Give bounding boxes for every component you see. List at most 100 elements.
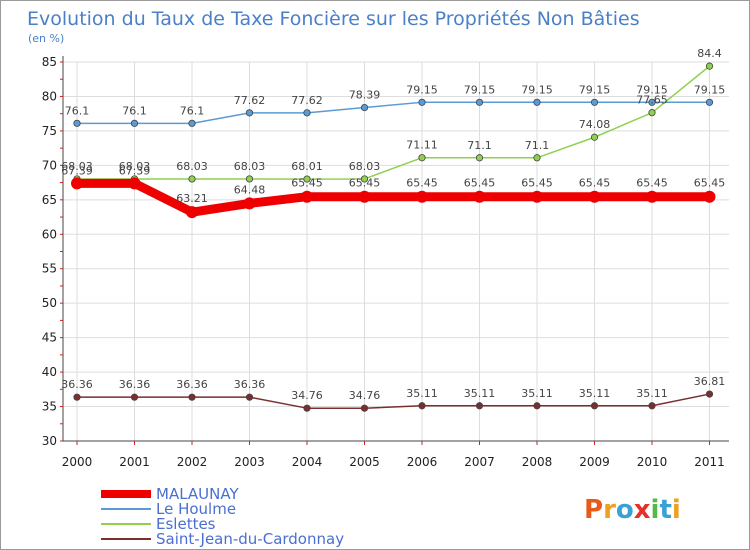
data-point: [303, 175, 311, 183]
series-line-le-houlme: [76, 101, 711, 125]
data-label: 35.11: [464, 387, 496, 400]
data-point: [245, 109, 254, 117]
brand-letter: t: [659, 495, 671, 525]
data-point: [705, 98, 714, 106]
y-tick-label: 40: [42, 365, 57, 379]
data-label: 68.03: [119, 160, 151, 173]
brand-letter: r: [603, 495, 616, 525]
data-point: [418, 154, 426, 162]
brand-letter: P: [584, 495, 603, 525]
legend-label: Eslettes: [156, 515, 216, 533]
data-point: [130, 393, 139, 401]
data-label-layer: 67.39 67.39 63.21 64.48 65.45 65.45 65.45 65.45…: [61, 47, 725, 402]
data-label: 36.81: [694, 375, 726, 388]
data-label: 63.21: [176, 192, 208, 205]
data-point: [648, 109, 656, 117]
chart-title: Evolution du Taux de Taxe Foncière sur l…: [27, 8, 640, 30]
y-axis-unit-label: (en %): [28, 32, 64, 45]
data-point: [303, 109, 311, 117]
data-label: 36.36: [119, 378, 151, 391]
data-point: [360, 404, 369, 412]
data-label: 68.03: [61, 160, 93, 173]
y-tick-label: 30: [42, 434, 57, 448]
legend-label: MALAUNAY: [156, 485, 239, 503]
x-tick-label: 2002: [177, 455, 208, 469]
series-line-eslettes: [76, 65, 711, 180]
data-label: 65.45: [694, 177, 726, 190]
data-label: 71.11: [406, 139, 438, 152]
data-label: 77.65: [636, 94, 668, 107]
data-point: [360, 103, 369, 112]
brand-text: Proxiti: [584, 495, 681, 525]
data-label: 78.39: [349, 89, 381, 102]
data-point: [245, 175, 254, 183]
data-point: [73, 119, 81, 127]
x-tick-label: 2008: [522, 455, 553, 469]
brand-letter: i: [672, 495, 681, 525]
y-tick-label: 55: [42, 262, 57, 276]
data-point: [301, 190, 313, 203]
data-label: 79.15: [464, 83, 496, 96]
data-label: 71.1: [467, 139, 492, 152]
data-point: [188, 175, 196, 183]
data-label: 68.03: [349, 160, 381, 173]
data-label: 76.1: [65, 104, 90, 117]
x-tick-label: 2010: [637, 455, 668, 469]
data-label: 79.15: [579, 83, 611, 96]
data-point: [533, 154, 541, 162]
y-tick-label: 45: [42, 331, 57, 345]
data-point: [188, 393, 196, 401]
data-label: 65.45: [521, 177, 553, 190]
data-label: 77.62: [234, 94, 266, 107]
data-label: 79.15: [406, 83, 438, 96]
y-tick-label: 60: [42, 227, 57, 241]
data-label: 68.03: [176, 160, 208, 173]
data-point: [71, 177, 83, 190]
series-line-saint-jean-du-cardonnay: [76, 393, 711, 409]
data-label: 36.36: [61, 378, 93, 391]
y-tick-label: 85: [42, 55, 57, 69]
data-point: [418, 402, 426, 410]
data-point: [588, 190, 601, 203]
data-label: 76.1: [180, 104, 205, 117]
proxiti-logo: Proxiti: [584, 495, 681, 525]
data-label: 74.08: [579, 118, 611, 131]
data-label: 35.11: [636, 387, 668, 400]
data-point: [705, 62, 714, 70]
data-point: [303, 404, 311, 412]
data-point: [130, 119, 139, 127]
data-label: 76.1: [122, 104, 147, 117]
data-label: 35.11: [579, 387, 611, 400]
data-point: [73, 393, 81, 401]
series-line-malaunay: [72, 178, 714, 217]
y-tick-label: 50: [42, 296, 57, 310]
x-tick-label: 2004: [292, 455, 323, 469]
axis-layer: 30 35 40 45 50 55 60 65 70 75 80 85 2000 2001 2002 2003…: [42, 55, 729, 469]
data-label: 77.62: [291, 94, 323, 107]
legend-label: Saint-Jean-du-Cardonnay: [156, 530, 344, 548]
brand-letter: o: [616, 495, 634, 525]
grid-layer: [63, 61, 729, 442]
data-label: 65.45: [349, 177, 381, 190]
data-point: [646, 190, 658, 203]
x-tick-label: 2005: [349, 455, 380, 469]
data-point: [533, 98, 541, 106]
data-label: 71.1: [525, 139, 550, 152]
data-point: [705, 390, 714, 398]
x-tick-label: 2000: [62, 455, 93, 469]
data-label: 36.36: [176, 378, 208, 391]
data-point: [360, 175, 369, 183]
x-tick-label: 2007: [464, 455, 495, 469]
data-point: [245, 393, 254, 401]
y-tick-label: 70: [42, 158, 57, 172]
data-point: [590, 402, 599, 410]
x-tick-label: 2001: [119, 455, 150, 469]
data-point: [533, 402, 541, 410]
data-label: 35.11: [521, 387, 553, 400]
data-label: 34.76: [349, 389, 381, 402]
data-label: 64.48: [234, 183, 266, 196]
data-point: [243, 197, 256, 210]
